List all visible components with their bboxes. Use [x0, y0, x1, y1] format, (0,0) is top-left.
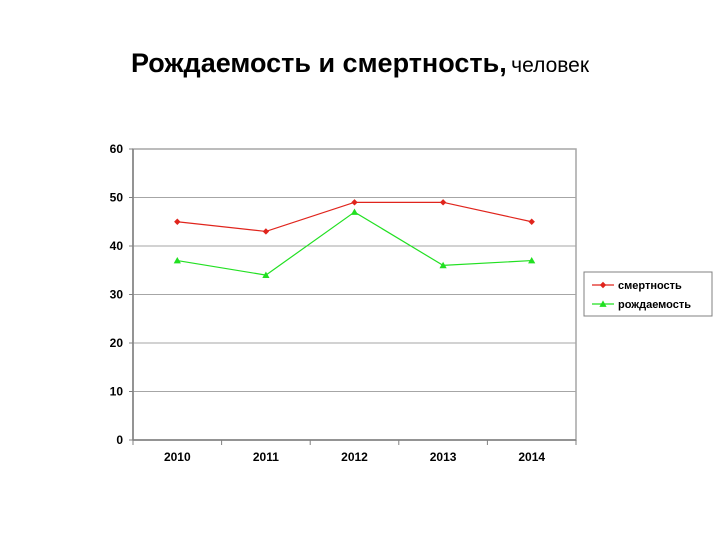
data-point: [439, 199, 447, 206]
legend-marker: [599, 281, 607, 289]
data-point: [173, 256, 181, 264]
data-point: [262, 271, 270, 278]
data-point: [174, 218, 181, 225]
x-tick-label: 2013: [430, 450, 457, 464]
x-tick-label: 2012: [341, 450, 368, 464]
legend-label: смертность: [618, 280, 682, 292]
x-tick-label: 2010: [164, 450, 191, 464]
y-tick-label: 50: [110, 191, 124, 205]
data-point: [262, 228, 270, 235]
y-tick-label: 20: [110, 336, 124, 350]
chart-subtitle: человек: [511, 54, 590, 77]
y-tick-label: 0: [116, 433, 123, 447]
y-tick-label: 40: [110, 239, 124, 253]
legend-box: [583, 271, 713, 317]
legend-label: рождаемость: [618, 299, 691, 311]
data-point: [439, 261, 447, 269]
slide-title: Рождаемость и смертность, человек: [0, 48, 720, 79]
y-tick-label: 10: [110, 385, 124, 399]
x-tick-label: 2014: [518, 450, 545, 464]
chart-title: Рождаемость и смертность,: [130, 48, 507, 78]
data-point: [528, 218, 535, 225]
legend-marker: [599, 300, 607, 307]
y-tick-label: 30: [110, 288, 124, 302]
x-tick-label: 2011: [253, 450, 279, 464]
data-point: [350, 208, 359, 215]
data-point: [351, 199, 358, 206]
data-point: [528, 256, 536, 264]
y-tick-label: 60: [110, 142, 124, 156]
